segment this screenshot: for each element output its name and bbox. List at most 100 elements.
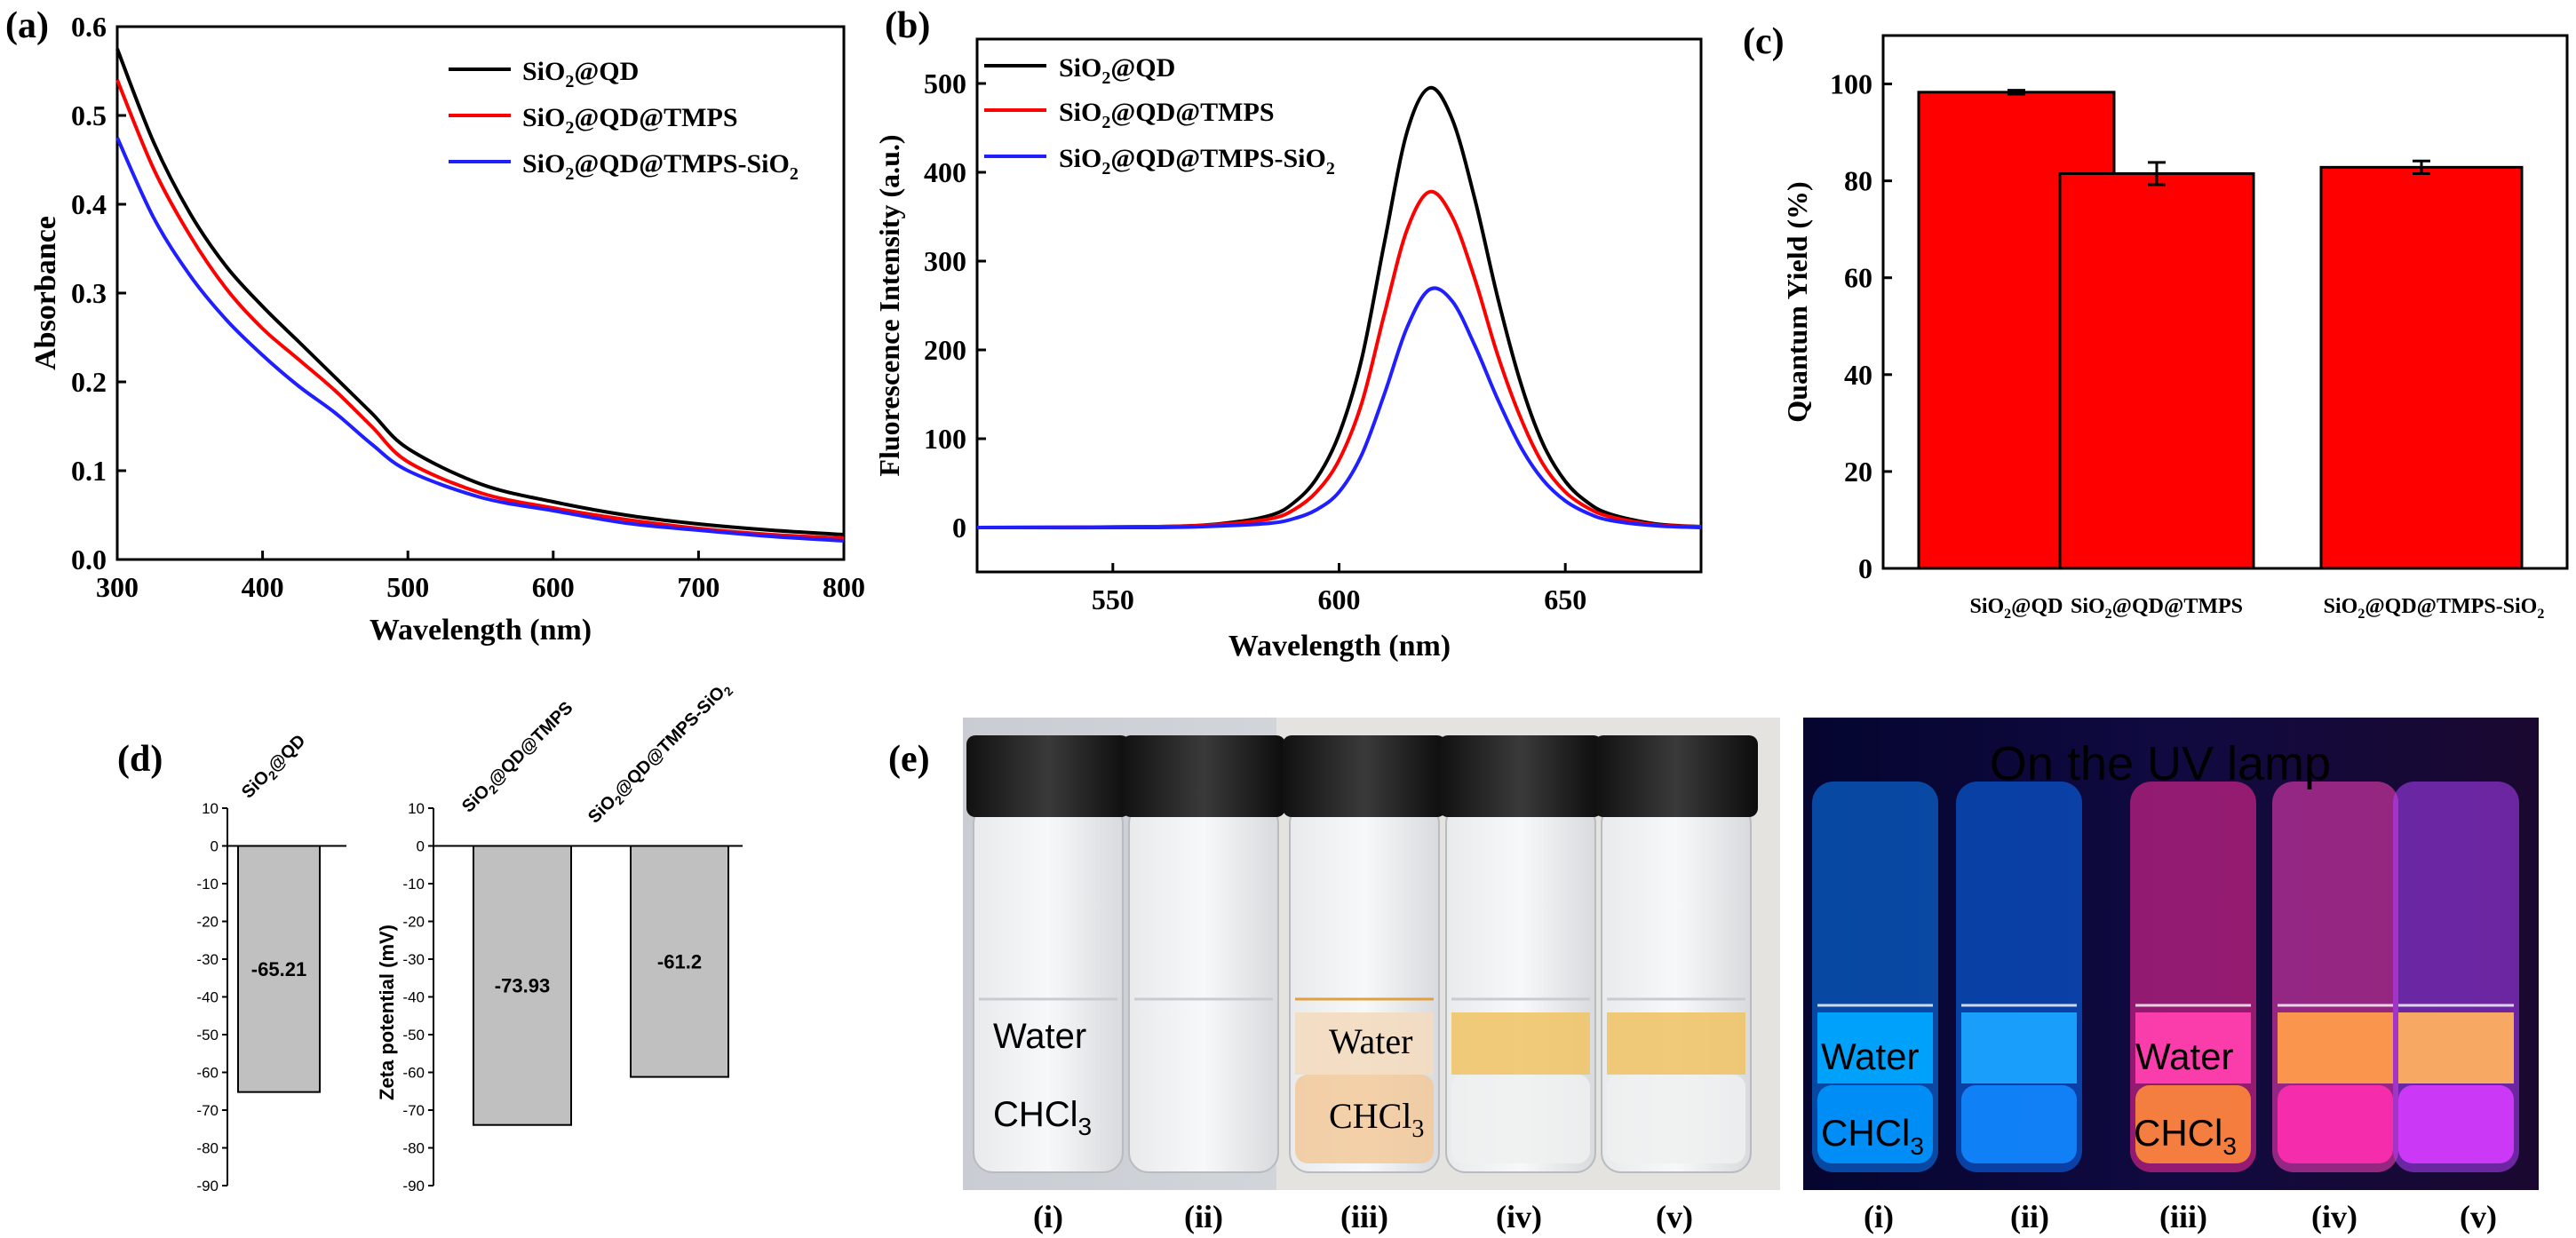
- panel-b-ylabel: Fluorescence Intensity (a.u.): [873, 134, 905, 476]
- panel-d-ytick-label: 0: [417, 838, 425, 855]
- photo-uv-vials: On the UV lamp Water CHCl3 Water CHCl3: [1803, 718, 2539, 1190]
- uv-vial-bottom-layer-4: [2278, 1085, 2393, 1163]
- panel-b-ytick-label: 500: [924, 67, 966, 99]
- vial-label-right-5: (v): [2460, 1199, 2497, 1234]
- panel-a-ytick-label: 0.6: [71, 11, 107, 43]
- panel-b-series-line-2: [976, 189, 1702, 529]
- panel-c-bars: [1917, 89, 2524, 570]
- legend-b-label-1: SiO2@QD: [1059, 53, 1175, 88]
- panel-d-ytick-label: -80: [402, 1140, 425, 1157]
- panel-d-cat-3: SiO2@QD@TMPS-SiO2: [584, 678, 735, 829]
- panel-d-ytick-label: -80: [196, 1140, 219, 1157]
- daylight-vial-cap-4: [1439, 735, 1602, 817]
- panel-label-d: (d): [117, 739, 163, 780]
- legend-b-label-2: SiO2@QD@TMPS: [1059, 98, 1275, 132]
- panel-a-xtick-label: 800: [823, 571, 865, 603]
- panel-b-ytick-label: 300: [924, 245, 966, 277]
- vial-label-right-1: (i): [1864, 1199, 1894, 1234]
- panel-a-series: [115, 48, 845, 543]
- panel-a-xtick-label: 400: [242, 571, 284, 603]
- daylight-vial-top-layer-3: [1295, 1012, 1434, 1075]
- panel-d-bars: -65.21 -73.93 -61.2: [237, 845, 729, 1126]
- panel-c-ytick-label: 60: [1844, 262, 1872, 294]
- daylight-vial-cap-5: [1594, 735, 1758, 817]
- panel-a-axes: 300 400 500 600 700 800 0.0 0.1 0.2 0.3 0.4 0.5 0.6: [71, 11, 865, 603]
- panel-a-ytick-label: 0.0: [71, 544, 107, 575]
- panel-b-xtick-label: 600: [1318, 583, 1361, 615]
- panel-c-xtick-1: SiO2@QD: [1969, 595, 2063, 622]
- panel-c-bar-3: [2319, 165, 2524, 570]
- panel-c-axes: 0 20 40 60 80 100: [1830, 68, 1892, 584]
- panel-label-a: (a): [5, 5, 49, 46]
- panel-d-ytick-label: -40: [402, 989, 425, 1006]
- uv-vial-top-layer-1: [1817, 1012, 1933, 1083]
- panel-label-c: (c): [1743, 21, 1785, 62]
- photo-right-water-label: Water: [1821, 1036, 1919, 1077]
- vials-uv: [1812, 782, 2519, 1172]
- panel-b-xtick-label: 550: [1092, 583, 1134, 615]
- uv-vial-top-layer-5: [2398, 1012, 2514, 1083]
- panel-a-ytick-label: 0.3: [71, 277, 107, 309]
- panel-a-absorbance-chart: 300 400 500 600 700 8000.00.10.20.30.40.50.6 …: [29, 11, 865, 647]
- vial-label-left-2: (ii): [1184, 1199, 1223, 1234]
- panel-d-ylabel: Zeta potential (mV): [376, 925, 398, 1100]
- panel-b-ytick-label: 100: [924, 423, 966, 455]
- photo-left-chcl3-label: CHCl3: [993, 1095, 1092, 1140]
- legend-a-label-3: SiO2@QD@TMPS-SiO2: [522, 149, 799, 184]
- panel-c-xtick-3: SiO2@QD@TMPS-SiO2: [2324, 595, 2545, 622]
- photo-left-water-label: Water: [993, 1017, 1086, 1056]
- daylight-vial-cap-1: [966, 735, 1130, 817]
- uv-vial-top-layer-4: [2278, 1012, 2393, 1083]
- panel-b-ytick-label: 200: [924, 334, 966, 366]
- daylight-vial-top-layer-4: [1451, 1012, 1590, 1075]
- panel-c-bar-2: [2058, 171, 2255, 570]
- panel-d-ytick-label: -50: [402, 1027, 425, 1044]
- vial-label-right-2: (ii): [2010, 1199, 2049, 1234]
- panel-b-fluorescence-chart: 550 600 650 0 100 200 300 400 500 Wavelength (nm…: [873, 37, 1703, 663]
- daylight-vial-bottom-layer-5: [1607, 1075, 1745, 1163]
- panel-a-xtick-label: 500: [386, 571, 429, 603]
- panel-b-axes: 550 600 650 0 100 200 300 400 500: [924, 67, 1586, 615]
- daylight-vial-cap-3: [1283, 735, 1446, 817]
- panel-b-series-line-3: [976, 286, 1702, 530]
- panel-d-ytick-label: -90: [196, 1178, 219, 1194]
- panel-d-ytick-label: -20: [196, 914, 219, 931]
- uv-vial-bottom-layer-2: [1961, 1085, 2077, 1163]
- vial-label-left-4: (iv): [1496, 1199, 1542, 1234]
- vial-label-right-4: (iv): [2311, 1199, 2357, 1234]
- panel-a-xtick-label: 700: [677, 571, 720, 603]
- legend-a-label-1: SiO2@QD: [522, 57, 639, 91]
- vial-label-right-3: (iii): [2159, 1199, 2207, 1234]
- panel-d-ytick-label: -10: [402, 876, 425, 893]
- legend-b-label-3: SiO2@QD@TMPS-SiO2: [1059, 144, 1335, 179]
- panel-b-xtick-label: 650: [1544, 583, 1586, 615]
- panel-d-ytick-label: -40: [196, 989, 219, 1006]
- panel-d-bar-2: [473, 845, 572, 1126]
- panel-d-value-label-3: -61.2: [657, 951, 702, 973]
- daylight-vial-cap-2: [1122, 735, 1285, 817]
- panel-d-cat-1: SiO2@QD: [238, 731, 312, 805]
- panel-d-zeta-chart: 100-10-20-30-40-50-60-70-80-90100-10-20-…: [196, 678, 743, 1194]
- uv-vial-bottom-layer-3: [2135, 1085, 2251, 1163]
- panel-a-ytick-label: 0.1: [71, 455, 107, 487]
- panel-b-series: [976, 85, 1702, 530]
- panel-b-ytick-label: 400: [924, 156, 966, 188]
- panel-a-series-line-1: [115, 48, 845, 536]
- panel-d-cat-2: SiO2@QD@TMPS: [458, 698, 579, 819]
- panel-a-ytick-label: 0.4: [71, 188, 107, 220]
- vials-daylight: [966, 735, 1758, 1173]
- uv-vial-top-layer-3: [2135, 1012, 2251, 1083]
- daylight-vial-body-2: [1128, 803, 1279, 1173]
- panel-d-ytick-label: -30: [196, 951, 219, 968]
- panel-b-xlabel: Wavelength (nm): [1228, 630, 1451, 663]
- panel-d-bar-1: [237, 845, 321, 1093]
- panel-b-legend: SiO2@QD SiO2@QD@TMPS SiO2@QD@TMPS-SiO2: [984, 53, 1335, 179]
- panel-c-quantum-yield-chart: 0 20 40 60 80 100 Quantum Yield (%) SiO2@QD S…: [1781, 34, 2569, 622]
- panel-a-xtick-label: 300: [96, 571, 139, 603]
- panel-a-legend: SiO2@QD SiO2@QD@TMPS SiO2@QD@TMPS-SiO2: [449, 57, 799, 184]
- panel-d-bar-3: [630, 845, 729, 1078]
- panel-label-b: (b): [885, 5, 930, 46]
- daylight-vial-bottom-layer-3: [1295, 1075, 1434, 1163]
- panel-label-e: (e): [888, 739, 930, 780]
